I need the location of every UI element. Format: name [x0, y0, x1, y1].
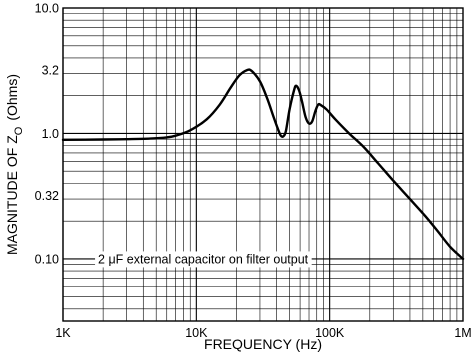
annotation: 2 μF external capacitor on filter output	[95, 251, 312, 268]
y-axis-title: MAGNITUDE OF ZO (Ohms)	[4, 74, 25, 255]
x-tick-label: 1M	[454, 326, 471, 340]
major-grid	[62, 8, 463, 321]
y-axis-title-main: MAGNITUDE OF Z	[4, 135, 20, 255]
y-axis-title-unit: (Ohms)	[4, 74, 20, 121]
x-tick-label: 100K	[315, 326, 345, 340]
y-tick-label: 10.0	[35, 2, 59, 16]
y-tick-label: 0.10	[35, 252, 59, 266]
x-tick-label: 10K	[185, 326, 208, 340]
plot-frame	[62, 7, 464, 322]
y-tick-labels: 0.10 0.32 1.0 3.2 10.0	[35, 2, 59, 267]
minor-grid	[63, 8, 463, 321]
y-tick-label: 3.2	[42, 64, 59, 78]
y-tick-label: 0.32	[35, 189, 59, 203]
y-axis-title-subscript: O	[13, 126, 25, 135]
annotation-text: 2 μF external capacitor on filter output	[98, 252, 309, 266]
x-axis-title: FREQUENCY (Hz)	[204, 336, 322, 352]
x-tick-label: 1K	[55, 326, 71, 340]
x-tick-labels: 1K 10K 100K 1M	[55, 326, 471, 340]
annotation-background	[95, 251, 312, 268]
y-tick-label: 1.0	[42, 127, 59, 141]
impedance-curve	[61, 68, 465, 261]
